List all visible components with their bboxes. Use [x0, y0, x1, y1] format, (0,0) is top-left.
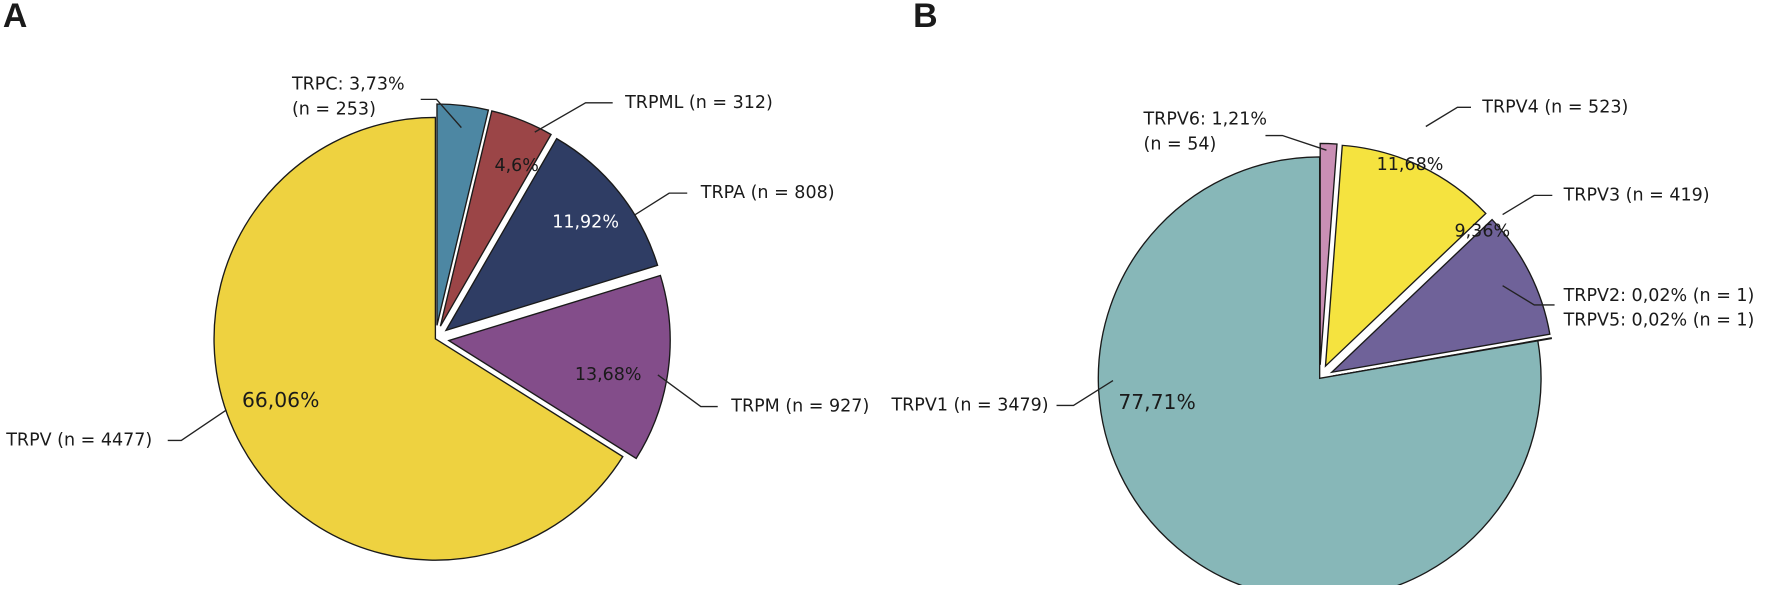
slice-label: TRPV6: 1,21% [1142, 110, 1267, 130]
pie-slice [436, 103, 490, 326]
pie-slice [1097, 156, 1542, 589]
leader-line [420, 98, 462, 129]
value-label: 9,36% [1454, 222, 1510, 242]
leader-line [1056, 380, 1114, 407]
pie-slice [1324, 144, 1487, 368]
pie-slice [1329, 218, 1551, 374]
slice-label: (n = 54) [1143, 135, 1216, 155]
value-label: 11,92% [552, 212, 619, 232]
value-label: 77,71% [1118, 390, 1195, 414]
slice-label: TRPV3 (n = 419) [1563, 185, 1710, 205]
slice-label: TRPV5: 0,02% (n = 1) [1563, 311, 1755, 331]
slice-label: TRPV4 (n = 523) [1481, 97, 1628, 117]
slice-label: TRPV1 (n = 3479) [890, 395, 1048, 415]
leader-line [1502, 194, 1553, 216]
pie-slice [439, 110, 552, 327]
leader-line [167, 409, 227, 442]
value-label: 13,68% [575, 365, 642, 385]
leader-line [534, 102, 613, 133]
slice-label: TRPV2: 0,02% (n = 1) [1563, 286, 1755, 306]
slice-label: (n = 253) [292, 100, 376, 120]
slice-label: TRPV (n = 4477) [5, 430, 152, 450]
value-label: 11,68% [1377, 155, 1444, 175]
slice-label: TRPC: 3,73% [291, 75, 405, 95]
panel-label: B [913, 0, 937, 35]
leader-line [657, 374, 718, 408]
pie-slice [1319, 142, 1338, 365]
pie-slice [447, 274, 671, 460]
leader-line [1425, 106, 1471, 128]
slice-label: TRPM (n = 927) [730, 397, 869, 417]
leader-line [634, 192, 688, 216]
leader-line [1502, 285, 1555, 306]
leader-line [1265, 134, 1327, 151]
pie-slice [444, 137, 659, 332]
value-label: 4,6% [494, 156, 538, 176]
pie-slice [213, 116, 624, 561]
slice-label: TRPA (n = 808) [700, 183, 835, 203]
slice-label: TRPML (n = 312) [624, 93, 773, 113]
panel-label: A [3, 0, 27, 35]
value-label: 66,06% [242, 388, 319, 412]
